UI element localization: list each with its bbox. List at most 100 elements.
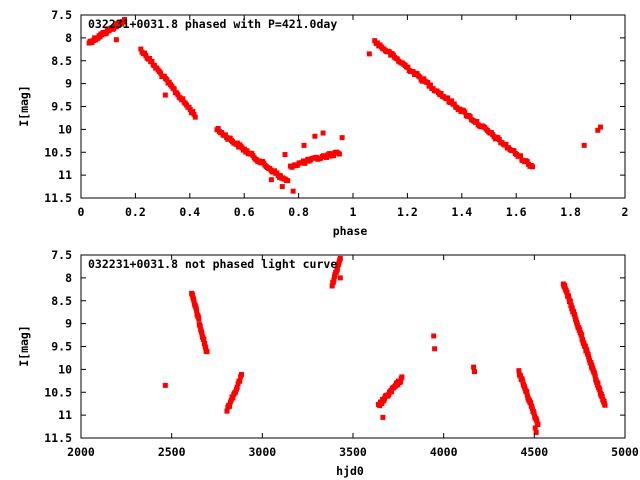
data-point	[190, 292, 196, 298]
data-point	[166, 79, 172, 85]
x-tick-label: 1.2	[397, 205, 418, 219]
data-point	[417, 74, 423, 80]
x-tick-label: 2	[622, 205, 629, 219]
data-point	[562, 282, 568, 288]
y-axis-label: I[mag]	[17, 85, 31, 127]
data-point	[158, 70, 164, 76]
data-point	[534, 418, 540, 424]
data-point	[330, 279, 336, 285]
data-point	[564, 289, 570, 295]
data-point	[339, 135, 345, 141]
data-point	[425, 79, 431, 85]
data-point	[285, 178, 291, 184]
y-tick-label: 8.5	[51, 294, 72, 308]
data-point	[162, 92, 168, 98]
data-point	[597, 387, 603, 393]
data-point	[337, 255, 343, 261]
data-point	[432, 346, 438, 352]
x-tick-label: 0.8	[288, 205, 309, 219]
data-point	[113, 24, 119, 30]
data-point	[579, 332, 585, 338]
data-point	[235, 381, 241, 387]
x-tick-label: 1	[350, 205, 357, 219]
y-tick-label: 9	[65, 77, 72, 91]
x-axis-ticks: 0 0.2 0.4 0.6 0.8 1 1.2 1.4 1.6 1.8 2	[78, 15, 629, 219]
data-point	[386, 49, 392, 55]
data-point	[180, 96, 186, 102]
data-point	[320, 130, 326, 136]
x-axis-label: phase	[333, 224, 368, 238]
data-point	[590, 365, 596, 371]
x-tick-label: 2500	[158, 445, 186, 459]
phased-light-curve-panel: 0 0.2 0.4 0.6 0.8 1 1.2 1.4 1.6 1.8 2 7.5 8 8.5 9 9.5 1…	[17, 8, 628, 238]
data-point	[337, 275, 343, 281]
data-point	[467, 114, 473, 120]
data-point	[598, 124, 604, 130]
data-point	[164, 77, 170, 83]
x-tick-label: 1.4	[451, 205, 472, 219]
data-point	[531, 410, 537, 416]
data-point	[532, 425, 538, 431]
data-point	[427, 82, 433, 88]
data-point	[524, 392, 530, 398]
data-point	[202, 341, 208, 347]
data-point	[113, 37, 119, 43]
x-tick-label: 0.4	[179, 205, 200, 219]
data-point	[277, 174, 283, 180]
x-tick-label: 2000	[67, 445, 95, 459]
data-point	[171, 86, 177, 92]
data-point	[191, 111, 197, 117]
data-point	[380, 414, 386, 420]
data-point	[201, 336, 207, 342]
data-point	[331, 277, 337, 283]
y-tick-label: 10	[58, 362, 72, 376]
x-axis-ticks: 2000 2500 3000 3500 4000 4500 5000	[67, 255, 639, 459]
data-point	[222, 132, 228, 138]
unphased-light-curve-panel: 2000 2500 3000 3500 4000 4500 5000 7.5 8 8.5 9 9.5…	[17, 248, 639, 478]
data-point	[503, 141, 509, 147]
data-point	[533, 430, 539, 436]
y-axis-ticks: 7.5 8 8.5 9 9.5 10 10.5 11 11.5	[44, 8, 625, 205]
data-point	[197, 323, 203, 329]
data-point	[329, 283, 335, 289]
data-point	[567, 298, 573, 304]
y-tick-label: 10.5	[44, 145, 72, 159]
chart-title: 032231+0031.8 not phased light curve	[88, 257, 337, 271]
data-point	[301, 142, 307, 148]
data-point	[398, 378, 404, 384]
data-point	[592, 373, 598, 379]
data-point	[581, 142, 587, 148]
data-point	[524, 159, 530, 165]
data-point	[162, 382, 168, 388]
y-axis-label: I[mag]	[17, 325, 31, 367]
y-tick-label: 8.5	[51, 54, 72, 68]
data-point	[584, 347, 590, 353]
data-point	[190, 109, 196, 115]
data-point	[524, 389, 530, 395]
x-tick-label: 5000	[611, 445, 639, 459]
data-point	[519, 376, 525, 382]
data-point	[146, 55, 152, 61]
data-point	[312, 133, 318, 139]
data-point	[599, 393, 605, 399]
data-point	[589, 362, 595, 368]
plot-frame	[80, 14, 626, 199]
data-point	[224, 408, 230, 414]
x-tick-label: 3500	[339, 445, 367, 459]
data-point	[238, 372, 244, 378]
data-point	[518, 373, 524, 379]
data-point	[331, 153, 337, 159]
data-point	[471, 369, 477, 375]
data-point	[520, 379, 526, 385]
data-point	[290, 188, 296, 194]
x-tick-label: 0.2	[125, 205, 146, 219]
data-point	[274, 170, 280, 176]
x-tick-label: 0.6	[234, 205, 255, 219]
data-points	[86, 16, 604, 194]
data-point	[602, 402, 608, 408]
data-point	[374, 40, 380, 46]
data-point	[196, 316, 202, 322]
data-point	[204, 349, 210, 355]
data-point	[282, 152, 288, 158]
